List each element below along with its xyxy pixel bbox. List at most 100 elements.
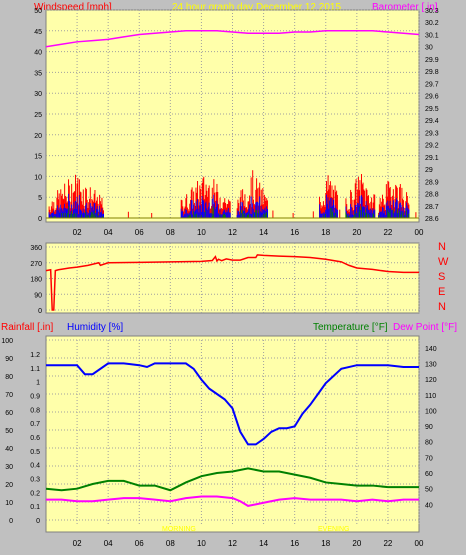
- temperature-tick: 70: [425, 455, 433, 462]
- barometer-tick: 29.2: [425, 143, 439, 150]
- direction-degree-tick: 90: [34, 292, 42, 299]
- rainfall-tick: 0.1: [30, 504, 40, 511]
- humidity-tick: 40: [5, 446, 13, 453]
- barometer-tick: 30.1: [425, 32, 439, 39]
- temperature-tick: 140: [425, 346, 437, 353]
- barometer-tick: 30.3: [425, 8, 439, 15]
- humidity-x-ticks: 02 04 06 08 10 12 14 16 18 20 22 00: [73, 539, 424, 548]
- wind-hour-tick: 22: [383, 228, 392, 237]
- humidity-hour-tick: 14: [259, 539, 268, 548]
- evening-label: EVENING: [318, 526, 350, 533]
- direction-degree-tick: 270: [30, 261, 42, 268]
- temperature-tick: 80: [425, 440, 433, 447]
- humidity-tick: 70: [5, 392, 13, 399]
- rainfall-tick: 0.3: [30, 477, 40, 484]
- humidity-hour-tick: 00: [415, 539, 424, 548]
- rainfall-tick: 0.7: [30, 421, 40, 428]
- barometer-tick: 28.9: [425, 179, 439, 186]
- temperature-line: [45, 467, 419, 492]
- compass-label: W: [438, 256, 449, 268]
- barometer-tick: 29.1: [425, 155, 439, 162]
- dewpoint-axis-title: Dew Point [°F]: [393, 322, 457, 333]
- temperature-axis-title: Temperature [°F]: [313, 322, 388, 333]
- rainfall-axis-title: Rainfall [.in]: [1, 322, 53, 333]
- barometer-tick: 29.5: [425, 106, 439, 113]
- humidity-tick: 50: [5, 428, 13, 435]
- humidity-hour-tick: 02: [73, 539, 82, 548]
- wind-right-ticks: 28.6 28.7 28.8 28.9 29 29.1 29.2 29.3 29.4 29.5 29…: [425, 8, 439, 223]
- barometer-tick: 28.7: [425, 204, 439, 211]
- wind-hour-tick: 00: [415, 228, 424, 237]
- humidity-hour-tick: 16: [290, 539, 299, 548]
- temperature-tick: 100: [425, 408, 437, 415]
- wind-direction-line: [45, 254, 419, 311]
- temperature-tick: 50: [425, 487, 433, 494]
- barometer-tick: 29.4: [425, 118, 439, 125]
- wind-hour-tick: 20: [352, 228, 361, 237]
- humidity-hour-tick: 04: [104, 539, 113, 548]
- rainfall-ticks: 0 0.1 0.2 0.3 0.4 0.5 0.6 0.7 0.8 0.9 1 1.1 1.2: [30, 352, 40, 525]
- wind-speed-tick: 10: [34, 174, 42, 181]
- wind-speed-tick: 50: [34, 8, 42, 15]
- compass-label: S: [438, 271, 445, 283]
- rainfall-tick: 1.1: [30, 366, 40, 373]
- wind-hour-tick: 12: [228, 228, 237, 237]
- humidity-tick: 10: [5, 500, 13, 507]
- direction-degree-tick: 0: [38, 308, 42, 315]
- dewpoint-line: [46, 495, 419, 507]
- barometer-tick: 29.6: [425, 94, 439, 101]
- wind-speed-tick: 45: [34, 29, 42, 36]
- compass-label: N: [438, 301, 446, 313]
- rainfall-tick: 0.6: [30, 435, 40, 442]
- temperature-tick: 110: [425, 393, 436, 400]
- barometer-tick: 28.6: [425, 216, 439, 223]
- barometer-tick: 29.9: [425, 57, 439, 64]
- humidity-hour-tick: 06: [135, 539, 144, 548]
- humidity-hour-tick: 12: [228, 539, 237, 548]
- rainfall-tick: 0.9: [30, 394, 40, 401]
- temperature-tick: 90: [425, 424, 433, 431]
- wind-hour-tick: 10: [197, 228, 206, 237]
- wind-speed-tick: 40: [34, 50, 42, 57]
- wind-speed-tick: 35: [34, 70, 42, 77]
- barometer-axis-title: Barometer [.in]: [372, 2, 438, 13]
- wind-hour-tick: 06: [135, 228, 144, 237]
- humidity-ticks: 0 10 20 30 40 50 60 70 80 90 100: [1, 338, 13, 525]
- wind-hour-tick: 08: [166, 228, 175, 237]
- humidity-tick: 0: [9, 518, 13, 525]
- humidity-hour-tick: 10: [197, 539, 206, 548]
- humidity-hour-tick: 20: [352, 539, 361, 548]
- rainfall-tick: 1: [36, 380, 40, 387]
- barometer-tick: 29: [425, 167, 433, 174]
- humidity-tick: 90: [5, 356, 13, 363]
- wind-bars: [48, 170, 417, 218]
- wind-hour-tick: 16: [290, 228, 299, 237]
- compass-label: E: [438, 286, 445, 298]
- morning-label: MORNING: [162, 526, 196, 533]
- humidity-axis-title: Humidity [%]: [67, 322, 123, 333]
- panel-humidity: 0 0.1 0.2 0.3 0.4 0.5 0.6 0.7 0.8 0.9 1 1.1 1.2 0 10 2…: [1, 335, 437, 548]
- wind-speed-tick: 20: [34, 133, 42, 140]
- wind-hour-tick: 04: [104, 228, 113, 237]
- wind-hour-tick: 02: [73, 228, 82, 237]
- humidity-tick: 20: [5, 482, 13, 489]
- windspeed-axis-title: Windspeed [mph]: [34, 2, 112, 13]
- barometer-tick: 30: [425, 45, 433, 52]
- barometer-tick: 28.8: [425, 192, 439, 199]
- humidity-hour-tick: 08: [166, 539, 175, 548]
- compass-label: N: [438, 241, 446, 253]
- temperature-tick: 60: [425, 471, 433, 478]
- wind-speed-tick: 30: [34, 91, 42, 98]
- rainfall-tick: 0.4: [30, 463, 40, 470]
- rainfall-tick: 0: [36, 518, 40, 525]
- barometer-tick: 30.2: [425, 20, 439, 27]
- humidity-tick: 30: [5, 464, 13, 471]
- graph-title: 24 hour graph day December 12 2015: [172, 2, 341, 13]
- humidity-hour-tick: 18: [321, 539, 330, 548]
- barometer-tick: 29.3: [425, 130, 439, 137]
- wind-speed-tick: 0: [38, 216, 42, 223]
- wind-speed-tick: 25: [34, 112, 42, 119]
